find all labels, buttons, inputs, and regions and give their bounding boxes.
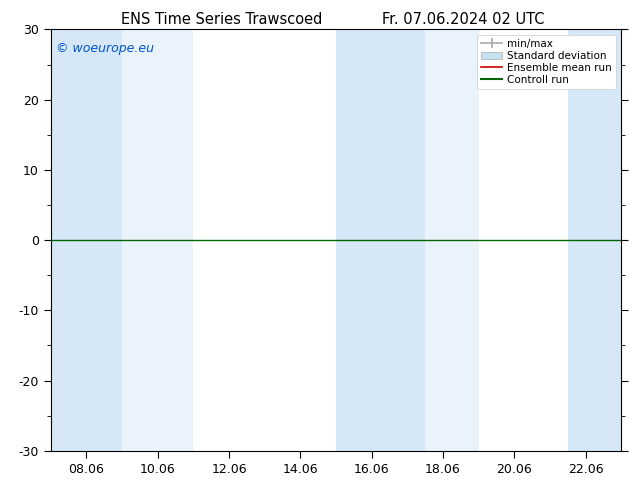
Bar bbox=[425, 29, 479, 451]
Bar bbox=[336, 29, 425, 451]
Bar bbox=[51, 29, 122, 451]
Legend: min/max, Standard deviation, Ensemble mean run, Controll run: min/max, Standard deviation, Ensemble me… bbox=[477, 35, 616, 89]
Text: © woeurope.eu: © woeurope.eu bbox=[56, 42, 155, 55]
Text: Fr. 07.06.2024 02 UTC: Fr. 07.06.2024 02 UTC bbox=[382, 12, 544, 27]
Bar bbox=[122, 29, 193, 451]
Bar bbox=[568, 29, 621, 451]
Text: ENS Time Series Trawscoed: ENS Time Series Trawscoed bbox=[121, 12, 323, 27]
